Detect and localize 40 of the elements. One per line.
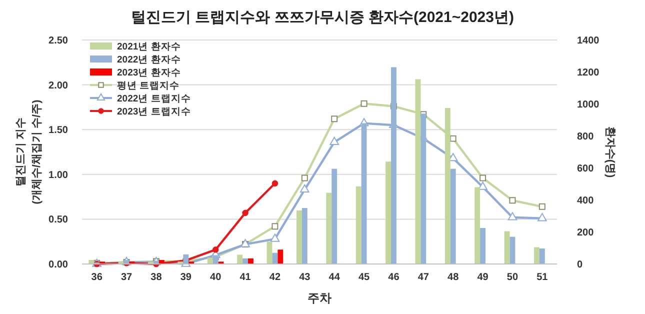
- y2-axis-title: 환자수(명): [604, 126, 616, 178]
- x-tick-label: 48: [448, 272, 460, 283]
- y-tick-label: 2.00: [48, 80, 68, 92]
- x-tick-label: 44: [328, 272, 340, 283]
- x-tick-label: 37: [120, 272, 133, 283]
- x-tick-label: 50: [506, 272, 518, 283]
- legend-label: 2022년 환자수: [117, 54, 181, 66]
- x-tick-label: 41: [240, 272, 252, 283]
- x-tick-label: 47: [418, 272, 430, 283]
- y-tick-label: 2.50: [48, 36, 68, 46]
- x-tick-label: 38: [150, 272, 162, 283]
- x-tick-label: 49: [477, 272, 489, 283]
- x-axis-title: 주차: [308, 291, 332, 305]
- x-tick-label: 51: [536, 272, 548, 283]
- y2-tick-label: 400: [577, 196, 594, 206]
- x-tick-label: 36: [91, 272, 103, 283]
- y2-tick-label: 1200: [577, 68, 600, 78]
- legend-label: 2022년 트랩지수: [117, 93, 191, 104]
- legend-label: 평년 트랩지수: [117, 80, 180, 92]
- y2-tick-label: 0: [577, 260, 583, 270]
- chart-title: 털진드기 트랩지수와 쯔쯔가무시증 환자수(2021~2023년): [131, 9, 514, 26]
- x-tick-label: 43: [299, 272, 311, 283]
- y-tick-label: 1.50: [48, 125, 68, 136]
- y2-tick-label: 200: [577, 228, 594, 238]
- legend-label: 2021년 환자수: [117, 41, 181, 52]
- y-axis-title: 털진드기 지수 (개체수/채집기 수/주): [15, 99, 43, 204]
- y2-tick-label: 1400: [577, 36, 600, 46]
- x-tick-label: 46: [388, 272, 400, 283]
- y-tick-label: 0.00: [48, 260, 68, 270]
- x-tick-label: 40: [210, 272, 222, 283]
- y2-tick-label: 800: [577, 132, 594, 142]
- x-tick-label: 42: [269, 272, 281, 283]
- legend-label: 2023년 환자수: [117, 67, 181, 78]
- x-tick-label: 45: [358, 272, 370, 283]
- y-tick-label: 0.50: [48, 214, 68, 226]
- y2-tick-label: 1000: [577, 100, 600, 110]
- x-tick-label: 39: [180, 272, 192, 283]
- legend-label: 2023년 트랩지수: [117, 106, 191, 118]
- y-tick-label: 1.00: [48, 170, 68, 181]
- y2-tick-label: 600: [577, 164, 594, 174]
